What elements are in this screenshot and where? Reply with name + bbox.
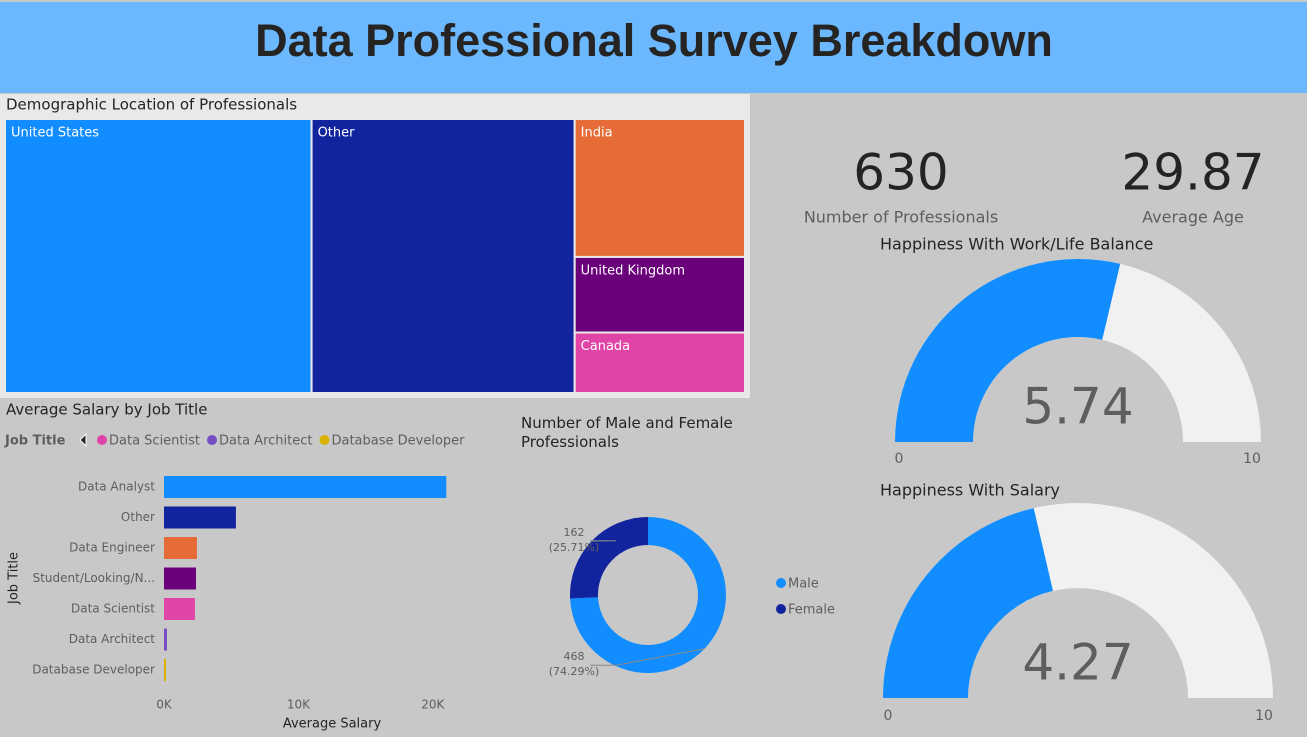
x-tick-label: 0K (156, 698, 173, 712)
treemap-cell (573, 118, 747, 258)
treemap-cell (4, 118, 313, 394)
y-axis-title: Job Title (7, 552, 22, 605)
gauge-value-label: 4.27 (1022, 634, 1133, 692)
x-tick-label: 10K (287, 698, 311, 712)
header-band (0, 2, 1307, 93)
chart-title: Number of Male and Female Professionals (521, 414, 733, 451)
legend-label: Database Developer (331, 434, 465, 449)
chart-title: Happiness With Salary (880, 481, 1060, 500)
gauge-tick-label: 0 (884, 708, 893, 724)
leader-line (590, 648, 705, 666)
gauge-value (895, 259, 1121, 442)
legend-marker (776, 578, 786, 588)
dashboard-title: Data Professional Survey Breakdown (255, 15, 1053, 66)
treemap-label: Canada (581, 339, 630, 354)
gauge-tick-label: 0 (895, 451, 904, 467)
y-tick-label: Data Architect (69, 632, 156, 646)
bar (164, 567, 196, 590)
y-tick-label: Database Developer (32, 663, 155, 677)
gauge-value-label: 5.74 (1022, 378, 1133, 436)
treemap-cell (310, 118, 576, 394)
legend-scroll-arrow[interactable] (79, 432, 87, 448)
chart-title: Demographic Location of Professionals (6, 96, 297, 114)
kpi-label: Number of Professionals (804, 208, 998, 227)
data-label: 162 (564, 526, 585, 539)
chart-title-box: Number of Male and Female Professionals (521, 414, 733, 451)
y-tick-label: Student/Looking/N... (33, 571, 155, 585)
data-label: 468 (564, 650, 585, 663)
legend-label: Data Architect (219, 434, 312, 449)
y-tick-label: Data Engineer (69, 541, 155, 555)
x-axis-title: Average Salary (283, 717, 382, 732)
bar (164, 598, 195, 620)
y-tick-label: Other (121, 510, 155, 524)
treemap-label: United States (11, 126, 99, 141)
x-tick-label: 20K (421, 698, 445, 712)
bar (164, 476, 447, 498)
gauge-value (883, 508, 1053, 698)
kpi-value: 630 (853, 144, 948, 202)
bar (164, 506, 236, 529)
kpi-value: 29.87 (1121, 144, 1264, 202)
treemap-cell (573, 331, 747, 394)
gauge-tick-label: 10 (1243, 451, 1261, 467)
legend-title: Job Title (4, 434, 66, 449)
donut-slice (570, 517, 727, 674)
kpi-label: Average Age (1142, 208, 1244, 227)
bar (164, 628, 167, 651)
chart-title: Average Salary by Job Title (6, 401, 207, 419)
legend-label: Data Scientist (109, 434, 200, 449)
y-tick-label: Data Analyst (78, 480, 155, 494)
legend-label: Male (788, 577, 819, 592)
treemap-label: India (581, 126, 613, 141)
legend-marker (776, 604, 786, 614)
legend-marker (97, 435, 107, 445)
treemap-label: United Kingdom (581, 263, 685, 278)
bar (164, 659, 167, 681)
treemap-cell (573, 255, 747, 334)
legend-marker (319, 435, 330, 445)
y-tick-label: Data Scientist (71, 602, 155, 616)
legend-label: Female (788, 603, 835, 618)
data-label-percent: (25.71%) (549, 541, 600, 554)
treemap-label: Other (318, 126, 356, 141)
bar (164, 537, 197, 559)
donut-slice (570, 517, 648, 599)
data-label-percent: (74.29%) (549, 665, 600, 678)
gauge-tick-label: 10 (1255, 708, 1273, 724)
chart-title: Happiness With Work/Life Balance (880, 235, 1153, 254)
legend-marker (207, 435, 217, 445)
